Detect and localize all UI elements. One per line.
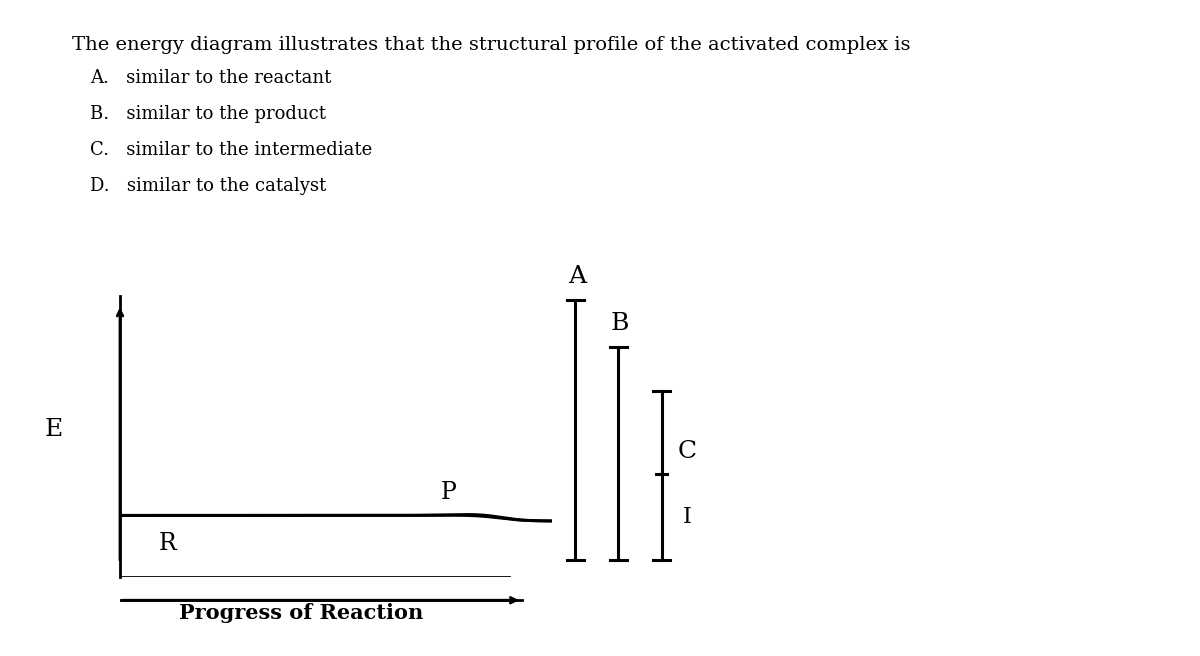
Text: R: R [158,532,176,555]
Text: D.   similar to the catalyst: D. similar to the catalyst [90,177,326,195]
Text: A.   similar to the reactant: A. similar to the reactant [90,69,331,87]
Text: Progress of Reaction: Progress of Reaction [179,604,424,623]
Text: I: I [683,506,692,528]
Text: B: B [611,312,629,335]
Text: C.   similar to the intermediate: C. similar to the intermediate [90,141,372,159]
Text: P: P [440,482,456,504]
Text: The energy diagram illustrates that the structural profile of the activated comp: The energy diagram illustrates that the … [72,36,911,54]
Text: E: E [44,418,64,441]
Text: C: C [678,440,697,463]
Text: A: A [568,265,586,288]
Text: B.   similar to the product: B. similar to the product [90,105,326,123]
